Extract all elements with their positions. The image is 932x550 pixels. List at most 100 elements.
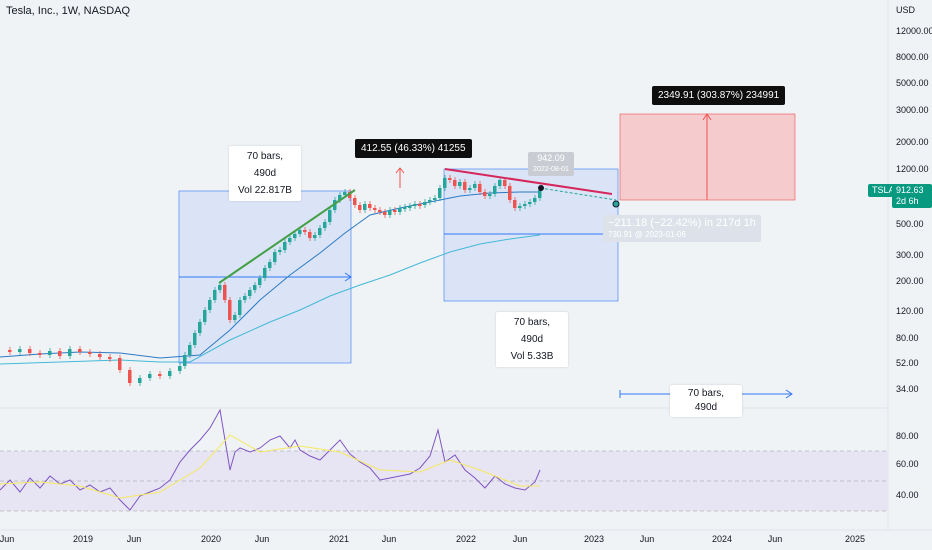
candle-body — [8, 350, 12, 352]
candle-body — [118, 358, 122, 370]
time-tick-label: Jun — [255, 534, 270, 544]
candle-body — [538, 190, 542, 198]
candle-body — [148, 374, 152, 378]
drawdown-main: −211.18 (−22.42%) in 217d 1h — [608, 217, 756, 229]
candle-body — [318, 228, 322, 235]
time-tick-label: 2022 — [456, 534, 476, 544]
candle-body — [328, 210, 332, 222]
candle-body — [188, 345, 192, 355]
candle-body — [58, 351, 62, 356]
candle-body — [388, 210, 392, 215]
candle-body — [423, 202, 427, 205]
candle-body — [283, 242, 287, 250]
candle-body — [353, 198, 357, 205]
price-tick-label: 34.00 — [896, 384, 919, 394]
candle-body — [503, 180, 507, 186]
price-tick-label: 12000.00 — [896, 26, 932, 36]
range-note-1-vol: Vol 22.817B — [238, 185, 292, 196]
candle-body — [508, 186, 512, 200]
trend-line-uptrend[interactable] — [218, 189, 356, 284]
range-note-1-bars: 70 bars, 490d — [246, 151, 284, 179]
range-note-3-bars: 70 bars, 490d — [687, 388, 725, 413]
candle-body — [303, 230, 307, 232]
candle-body — [358, 205, 362, 210]
candle-body — [513, 200, 517, 208]
peak-value: 942.09 — [537, 153, 565, 163]
time-tick-label: Jun — [0, 534, 14, 544]
candle-body — [243, 296, 247, 300]
chart-title: Tesla, Inc., 1W, NASDAQ — [6, 5, 131, 17]
candle-body — [98, 354, 102, 357]
candle-body — [223, 285, 227, 300]
candle-body — [168, 371, 172, 376]
trend-line-downtrend[interactable] — [444, 168, 613, 195]
ma-fast-line — [0, 191, 540, 359]
candle-body — [278, 250, 282, 252]
candlestick-series — [8, 175, 542, 386]
candle-body — [348, 192, 352, 198]
candle-body — [298, 230, 302, 234]
price-tick-label: 80.00 — [896, 333, 919, 343]
candle-body — [523, 204, 527, 206]
price-tick-label: 500.00 — [896, 219, 924, 229]
drawdown-measure-label[interactable]: −211.18 (−22.42%) in 217d 1h 730.91 @ 20… — [603, 215, 761, 242]
candle-body — [398, 208, 402, 212]
time-tick-label: 2020 — [201, 534, 221, 544]
range-note-2[interactable]: 70 bars, 490d Vol 5.33B — [496, 312, 568, 367]
candle-body — [478, 184, 482, 192]
candle-body — [293, 234, 297, 238]
time-tick-label: Jun — [513, 534, 528, 544]
candle-body — [433, 198, 437, 200]
target-gain-label[interactable]: 2349.91 (303.87%) 234991 — [652, 86, 786, 105]
range-note-3[interactable]: 70 bars, 490d — [670, 385, 742, 417]
candle-body — [518, 206, 522, 208]
candle-body — [313, 235, 317, 238]
candle-body — [88, 352, 92, 354]
candle-body — [453, 180, 457, 186]
candle-body — [108, 357, 112, 359]
trend-gain-label[interactable]: 412.55 (46.33%) 41255 — [355, 139, 472, 158]
candle-body — [263, 268, 267, 278]
candle-body — [418, 204, 422, 206]
candle-body — [368, 204, 372, 208]
price-tick-label: 3000.00 — [896, 105, 929, 115]
candle-body — [343, 192, 347, 195]
rsi-tick-label: 80.00 — [896, 431, 919, 441]
candle-body — [183, 355, 187, 366]
candle-body — [493, 186, 497, 194]
candle-body — [268, 262, 272, 268]
candle-body — [378, 210, 382, 212]
candle-body — [208, 300, 212, 310]
candle-body — [383, 212, 387, 215]
time-tick-label: 2025 — [845, 534, 865, 544]
rsi-ma-line — [0, 434, 540, 499]
symbol-price-badge: 912.63 2d 6h — [892, 184, 932, 208]
candle-body — [323, 222, 327, 228]
candle-body — [253, 285, 257, 290]
time-tick-label: Jun — [382, 534, 397, 544]
price-tick-label: 300.00 — [896, 250, 924, 260]
candle-body — [193, 333, 197, 345]
time-tick-label: Jun — [640, 534, 655, 544]
candle-body — [48, 351, 52, 355]
candle-body — [68, 349, 72, 356]
rsi-tick-label: 40.00 — [896, 490, 919, 500]
candle-body — [178, 366, 182, 371]
bar-countdown: 2d 6h — [896, 196, 919, 206]
candle-body — [128, 370, 132, 383]
candle-body — [373, 208, 377, 210]
symbol-price: 912.63 — [896, 185, 924, 195]
candle-body — [198, 322, 202, 333]
time-tick-label: 2024 — [712, 534, 732, 544]
candle-body — [468, 188, 472, 190]
candle-body — [338, 195, 342, 200]
price-tick-label: 52.00 — [896, 358, 919, 368]
candle-body — [213, 290, 217, 300]
rsi-tick-label: 60.00 — [896, 459, 919, 469]
drawdown-sub: 730.91 @ 2023-01-06 — [608, 230, 686, 239]
range-note-1[interactable]: 70 bars, 490d Vol 22.817B — [229, 146, 301, 201]
candle-body — [248, 290, 252, 296]
time-tick-label: 2023 — [584, 534, 604, 544]
price-tick-label: 2000.00 — [896, 137, 929, 147]
